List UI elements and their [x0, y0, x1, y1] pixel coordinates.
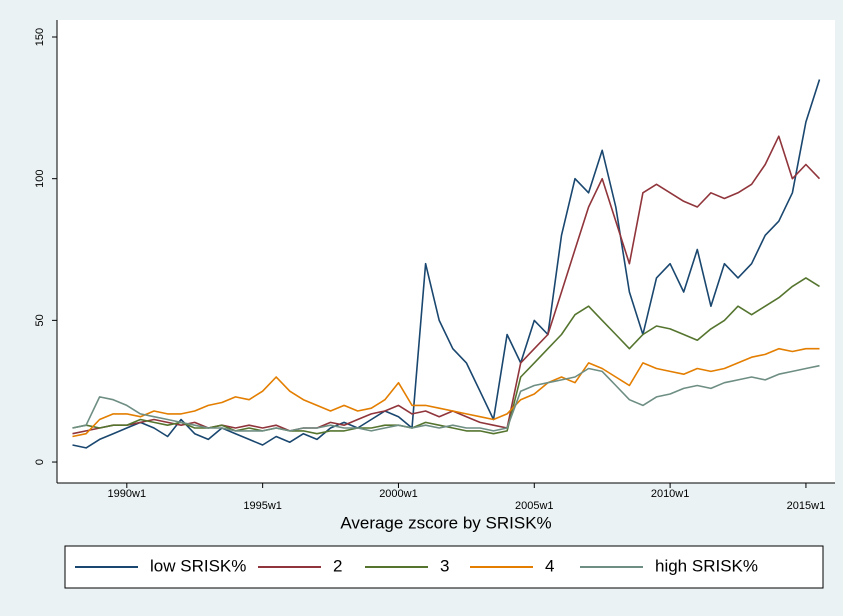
- x-tick-label: 2010w1: [651, 488, 690, 500]
- legend-label: 2: [333, 556, 342, 575]
- legend-label: low SRISK%: [150, 556, 246, 575]
- x-tick-label: 2000w1: [379, 488, 418, 500]
- series-line: [72, 347, 820, 438]
- legend-label: 3: [440, 556, 449, 575]
- x-tick-label: 2015w1: [787, 500, 826, 512]
- series-line: [72, 364, 820, 432]
- x-tick-label: 1990w1: [108, 488, 147, 500]
- series-line: [72, 79, 821, 449]
- legend-label: 4: [545, 556, 554, 575]
- x-tick-label: 1995w1: [243, 500, 282, 512]
- x-axis-title: Average zscore by SRISK%: [340, 513, 551, 532]
- legend: [64, 545, 824, 589]
- y-tick-label: 50: [34, 314, 46, 326]
- plot-area: [57, 20, 835, 483]
- legend-label: high SRISK%: [655, 556, 758, 575]
- y-tick-label: 150: [34, 28, 46, 46]
- y-tick-label: 0: [34, 459, 46, 465]
- y-tick-label: 100: [34, 169, 46, 187]
- x-tick-label: 2005w1: [515, 500, 554, 512]
- series-line: [72, 135, 821, 435]
